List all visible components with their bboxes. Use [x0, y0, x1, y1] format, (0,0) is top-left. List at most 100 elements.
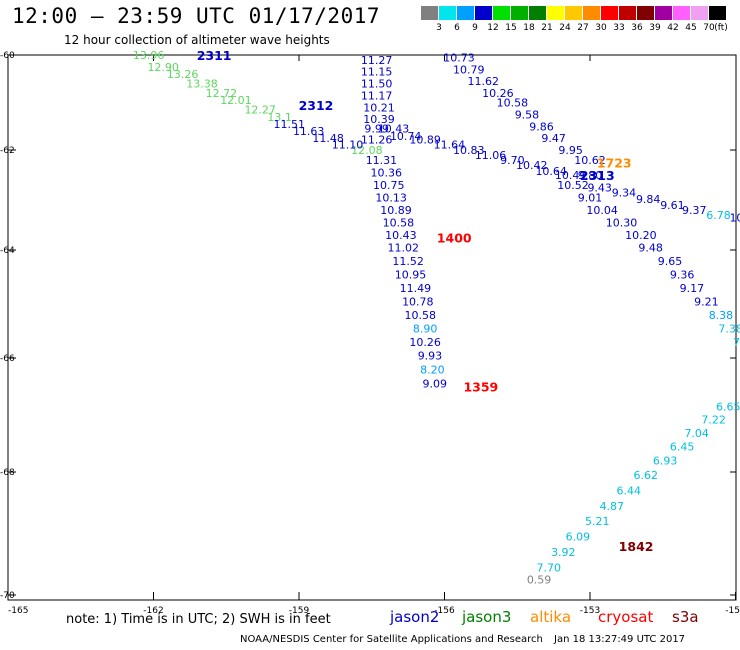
pass-time-label: 1400 — [437, 231, 472, 246]
wave-height-value: 12.72 — [206, 87, 238, 100]
wave-height-value: 10.13 — [375, 192, 407, 205]
satellite-s3a: s3a — [672, 608, 699, 626]
lon-tick-label: -156 — [434, 606, 455, 616]
wave-height-value: 11.52 — [392, 255, 424, 268]
wave-height-value: 12.27 — [244, 104, 276, 117]
legend-swatch — [475, 6, 492, 20]
wave-height-value: 9.48 — [638, 242, 663, 255]
legend-swatch — [529, 6, 546, 20]
lon-tick-label: -162 — [143, 606, 163, 616]
wave-height-value: 10.30 — [606, 217, 638, 230]
map-border — [7, 54, 737, 601]
map-title: 12:00 – 23:59 UTC 01/17/2017 — [12, 4, 381, 28]
wave-height-value: 11.10 — [332, 138, 364, 151]
wave-height-value: 11.15 — [361, 66, 393, 79]
wave-height-value: 9.17 — [680, 282, 705, 295]
lat-tick-label: -68 — [0, 468, 15, 478]
legend-swatch — [691, 6, 708, 20]
wave-height-value: 6.45 — [670, 440, 695, 453]
legend-label: 39 — [649, 23, 661, 33]
legend-label: 33 — [613, 23, 625, 33]
legend-label: 27 — [577, 23, 589, 33]
legend-label: 9 — [472, 23, 478, 33]
pass-time-label: 2311 — [197, 48, 232, 63]
wave-height-value: 10.75 — [373, 179, 405, 192]
pass-time-labels: 231123121400135917232313184217 — [197, 48, 654, 554]
wave-height-value: 9.84 — [636, 193, 661, 206]
wave-height-value: 10.58 — [383, 217, 415, 230]
wave-height-value: 9.36 — [670, 268, 695, 281]
map-frame — [7, 54, 737, 601]
wave-height-value: 10.89 — [409, 134, 441, 147]
legend-swatch — [673, 6, 690, 20]
wave-height-value: 10.43 — [378, 123, 410, 136]
wave-height-value: 11.63 — [293, 125, 325, 138]
wave-height-value: 13.96 — [133, 49, 165, 62]
wave-height-value: 10.73 — [443, 51, 475, 64]
axis-ticks: -60 -62 -64 -66 -68 -70 -165 -162 -159 -156 -153 -1… — [0, 51, 740, 616]
wave-height-value: 10.64 — [535, 165, 567, 178]
legend-swatch — [547, 6, 564, 20]
wave-height-value: 9.37 — [682, 204, 707, 217]
legend-label: 18 — [523, 23, 535, 33]
wave-height-value: 10.58 — [405, 309, 437, 322]
wave-height-value: 8.90 — [413, 322, 438, 335]
legend-label: 12 — [487, 23, 499, 33]
wave-height-value: 7.38 — [718, 322, 740, 335]
legend-swatch — [655, 6, 672, 20]
wave-height-value: 6.09 — [566, 531, 591, 544]
generated-timestamp: Jan 18 13:27:49 UTC 2017 — [554, 634, 686, 645]
credit-line: NOAA/NESDIS Center for Satellite Applica… — [240, 634, 543, 645]
satellite-altika: altika — [530, 608, 572, 626]
lon-tick-label: -165 — [8, 606, 28, 616]
satellite-cryosat: cryosat — [598, 608, 654, 626]
wave-height-value: 7.04 — [684, 427, 709, 440]
legend-label: 24 — [559, 23, 571, 33]
lat-tick-label: -64 — [0, 246, 15, 256]
footer-note: note: 1) Time is in UTC; 2) SWH is in fe… — [66, 612, 331, 627]
lon-tick-label: -153 — [580, 606, 600, 616]
legend-swatch — [583, 6, 600, 20]
wave-height-value: 10.83 — [453, 144, 485, 157]
wave-height-value: 11.48 — [312, 132, 344, 145]
wave-height-value: 11.06 — [475, 149, 507, 162]
legend-swatch — [439, 6, 456, 20]
wave-height-value: 10.26 — [409, 336, 441, 349]
wave-height-value: 11.02 — [388, 242, 420, 255]
wave-height-value: 9.70 — [500, 154, 525, 167]
legend-label: 36 — [631, 23, 643, 33]
legend-swatch — [619, 6, 636, 20]
legend-label: 6 — [454, 23, 460, 33]
wave-height-value: 11.51 — [274, 118, 306, 131]
wave-height-points: 13.9612.9013.2613.3812.7212.0112.2713.11… — [133, 49, 740, 587]
wave-height-value: 9.09 — [423, 378, 448, 391]
lon-tick-label: -15 — [725, 606, 740, 616]
wave-height-value: 10.58 — [497, 97, 529, 110]
wave-height-value: 8.38 — [709, 309, 734, 322]
wave-height-value: 9.61 — [660, 199, 685, 212]
wave-height-value: 10.49 — [555, 169, 587, 182]
pass-time-label: 2312 — [299, 98, 334, 113]
wave-height-value: 11.26 — [361, 134, 393, 147]
legend-label: 21 — [541, 23, 553, 33]
wave-height-value: 8.20 — [420, 363, 445, 376]
wave-height-value: 6.93 — [653, 455, 678, 468]
wave-height-value: 12.08 — [351, 144, 383, 157]
wave-height-value: 13.1 — [267, 111, 292, 124]
pass-time-label: 1359 — [463, 380, 498, 395]
wave-height-value: 6.44 — [617, 484, 642, 497]
legend-label: 45 — [685, 23, 697, 33]
wave-height-value: 10.20 — [625, 229, 657, 242]
wave-height-value: 9.95 — [558, 144, 583, 157]
wave-height-value: 9.65 — [658, 255, 683, 268]
wave-height-value: 9.21 — [694, 295, 719, 308]
legend-swatch — [637, 6, 654, 20]
wave-height-value: 13.26 — [167, 68, 199, 81]
wave-height-value: 10.95 — [395, 268, 427, 281]
wave-height-value: 6.62 — [634, 469, 659, 482]
wave-height-value: 10.26 — [729, 212, 740, 225]
wave-height-value: 11.17 — [361, 89, 393, 102]
legend-label: 30 — [595, 23, 607, 33]
pass-time-label: 2313 — [580, 168, 615, 183]
wave-height-value: 0.59 — [527, 574, 552, 587]
